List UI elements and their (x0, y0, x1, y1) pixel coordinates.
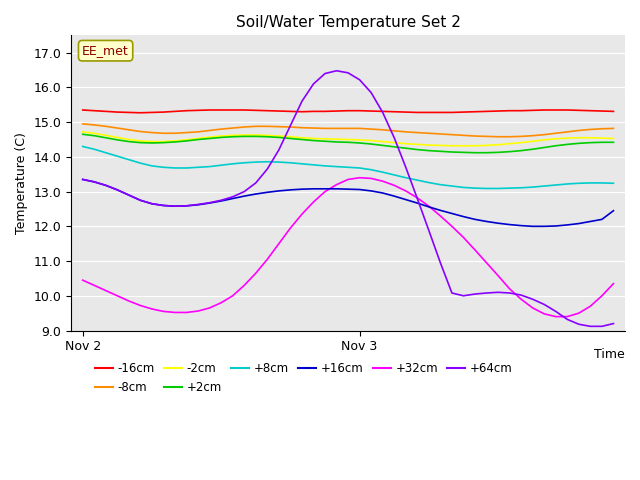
Title: Soil/Water Temperature Set 2: Soil/Water Temperature Set 2 (236, 15, 461, 30)
Text: Time: Time (595, 348, 625, 361)
Legend: -16cm, -8cm, -2cm, +2cm, +8cm, +16cm, +32cm, +64cm: -16cm, -8cm, -2cm, +2cm, +8cm, +16cm, +3… (90, 357, 517, 398)
Y-axis label: Temperature (C): Temperature (C) (15, 132, 28, 234)
Text: EE_met: EE_met (82, 44, 129, 57)
